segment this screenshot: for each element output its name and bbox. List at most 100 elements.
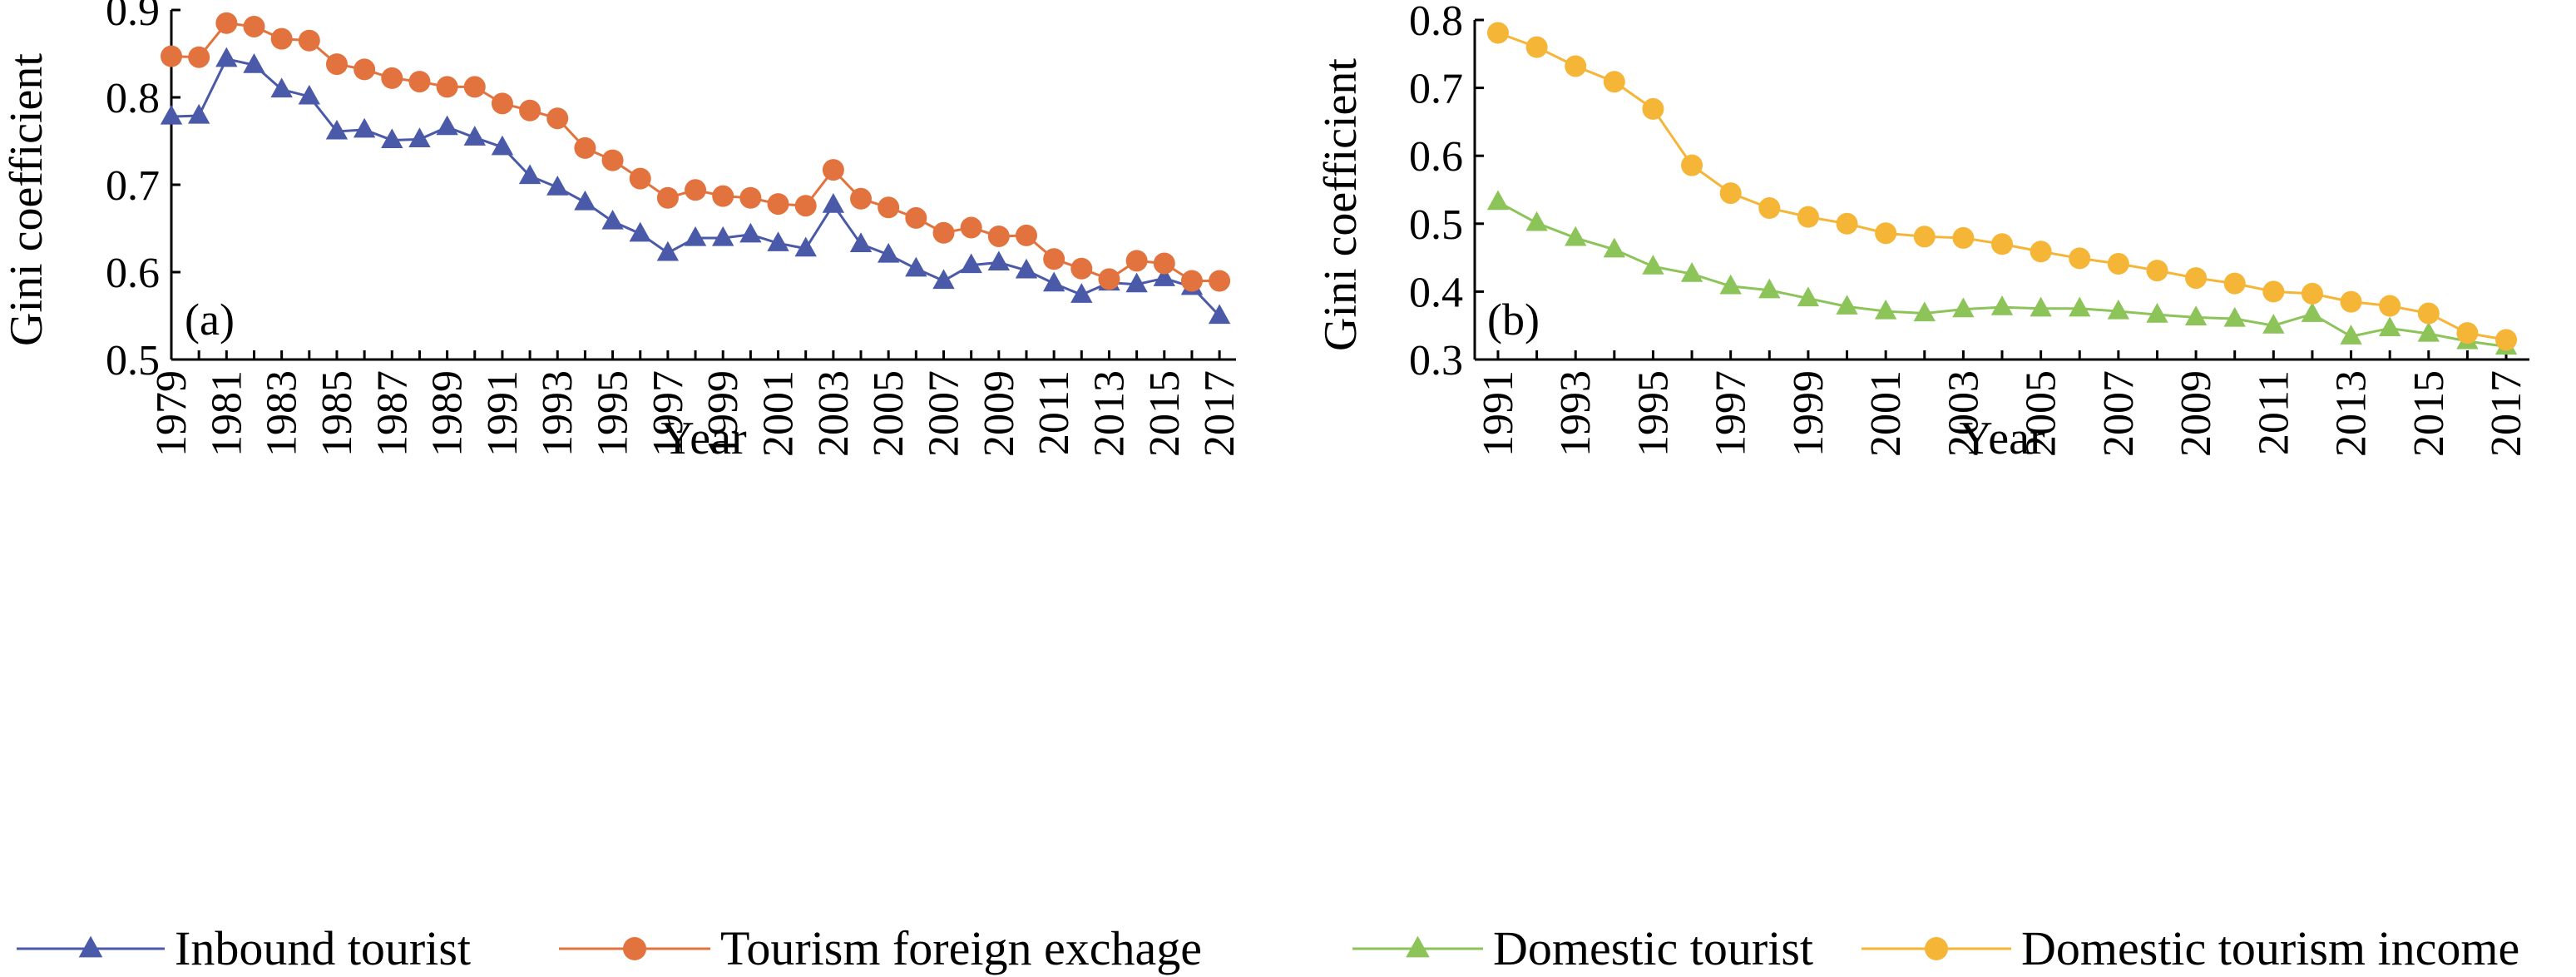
data-point <box>2262 280 2285 303</box>
x-tick-label: 1985 <box>314 370 361 457</box>
data-point <box>2301 282 2323 305</box>
data-point <box>2379 295 2401 317</box>
data-point <box>1125 250 1148 272</box>
data-point <box>408 71 431 93</box>
data-point <box>1153 266 1175 286</box>
data-point <box>546 107 569 130</box>
x-tick-label: 1999 <box>700 370 747 457</box>
y-axis-title: Gini coefficient <box>1 53 52 346</box>
x-tick-label: 1987 <box>368 370 416 457</box>
data-point <box>243 53 265 73</box>
data-point <box>188 46 210 68</box>
series-inbound-tourist <box>160 47 1231 325</box>
data-point <box>2185 267 2208 290</box>
data-point <box>2495 329 2518 351</box>
data-point <box>1043 248 1066 270</box>
x-tick-label: 2015 <box>1141 370 1189 457</box>
data-point <box>987 250 1011 271</box>
data-point <box>1797 286 1820 307</box>
data-point <box>1875 222 1897 245</box>
data-point <box>1874 299 1897 320</box>
data-point <box>1486 22 1509 44</box>
data-point <box>574 190 596 211</box>
data-point <box>215 12 238 34</box>
data-point <box>1642 97 1664 120</box>
data-point <box>463 126 486 146</box>
x-tick-label: 2015 <box>2405 370 2453 457</box>
y-tick-label: 0.5 <box>1409 201 1463 249</box>
x-tick-label: 2009 <box>2173 370 2220 457</box>
data-point <box>2030 296 2052 317</box>
data-point <box>932 221 955 244</box>
data-point <box>905 256 927 277</box>
data-point <box>2417 302 2440 325</box>
data-point <box>1070 257 1093 280</box>
data-point <box>1719 182 1742 205</box>
x-tick-label: 2003 <box>810 370 858 457</box>
data-point <box>325 53 348 76</box>
data-point <box>629 167 651 190</box>
data-point <box>518 164 541 185</box>
x-tick-label: 2011 <box>2250 370 2297 455</box>
data-point <box>1913 226 1936 248</box>
data-point <box>656 186 679 209</box>
data-point <box>684 226 707 246</box>
data-point <box>354 58 376 81</box>
data-point <box>1758 278 1781 299</box>
x-tick-label: 2013 <box>1085 370 1133 457</box>
x-tick-label: 2001 <box>1862 370 1910 457</box>
data-point <box>932 269 955 290</box>
data-point <box>960 216 982 239</box>
x-tick-label: 1991 <box>1475 370 1522 457</box>
data-point <box>325 119 349 140</box>
data-point <box>822 193 845 213</box>
data-point <box>1603 237 1626 258</box>
data-point <box>2417 321 2440 342</box>
data-point <box>2146 303 2168 323</box>
panel-b-chart: 0.3 0.4 0.5 0.6 0.7 0.8 1991 1993 1995 1997 1999 20… <box>1315 0 2530 464</box>
y-tick-label: 0.3 <box>1409 337 1463 384</box>
x-tick-label: 1981 <box>203 370 250 457</box>
data-point <box>1042 271 1066 292</box>
data-point <box>491 135 514 156</box>
series-domestic-tourism-income <box>1486 22 2518 351</box>
data-point <box>1015 258 1038 279</box>
data-point <box>1642 255 1664 275</box>
x-tick-label: 2017 <box>2483 370 2530 457</box>
data-point <box>767 231 789 251</box>
data-point <box>298 84 321 105</box>
x-tick-label: 1991 <box>479 370 527 457</box>
data-point <box>2069 247 2091 270</box>
y-axis-title: Gini coefficient <box>1315 58 1367 351</box>
data-point <box>685 179 707 201</box>
data-point <box>1603 71 1625 93</box>
data-point <box>1913 301 1936 322</box>
x-tick-label: 1997 <box>645 370 692 457</box>
data-point <box>1180 270 1203 292</box>
legend-marker <box>78 935 103 958</box>
data-point <box>491 92 513 115</box>
x-tick-label: 2001 <box>755 370 803 457</box>
data-point <box>767 193 789 216</box>
data-point <box>905 206 927 229</box>
y-tick-label: 0.9 <box>106 0 160 35</box>
data-point <box>436 76 458 98</box>
data-point <box>739 222 762 243</box>
x-axis-title: Year <box>660 413 747 464</box>
data-point <box>2378 316 2401 337</box>
series-domestic-tourist <box>1486 190 2518 355</box>
legend-label: Inbound tourist <box>175 921 471 975</box>
data-point <box>215 47 238 67</box>
data-point <box>2262 314 2285 334</box>
x-tick-label: 2013 <box>2328 370 2376 457</box>
legend: Inbound tourist Tourism foreign exchage Do… <box>17 921 2519 975</box>
data-point <box>1070 283 1093 303</box>
y-tick-label: 0.7 <box>106 162 160 210</box>
legend-marker <box>1925 937 1948 960</box>
legend-marker <box>623 937 646 960</box>
data-point <box>712 226 734 246</box>
y-tick-label: 0.8 <box>1409 0 1463 45</box>
data-point <box>1565 226 1587 246</box>
data-point <box>436 115 458 136</box>
